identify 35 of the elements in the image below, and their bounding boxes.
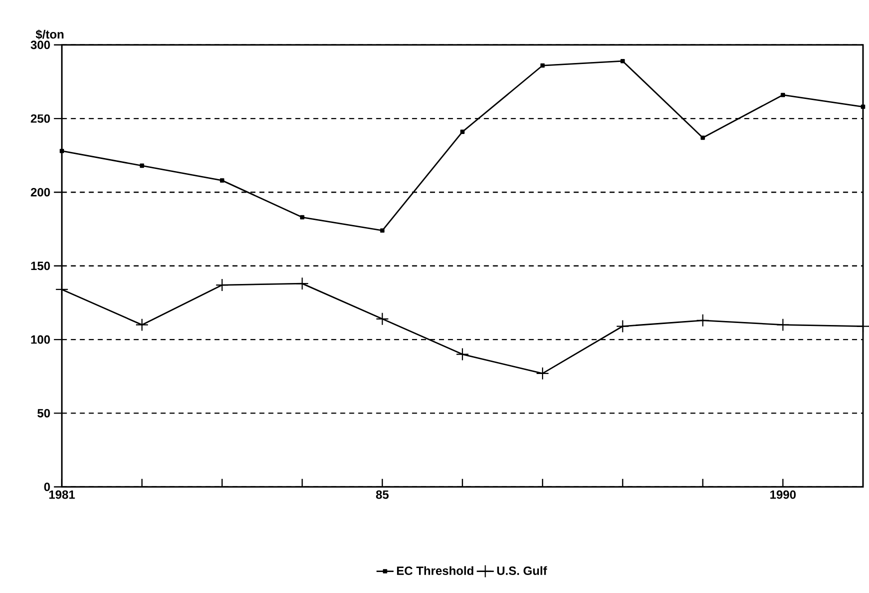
point — [860, 104, 866, 110]
point — [220, 178, 224, 183]
point — [380, 228, 384, 233]
point — [55, 283, 68, 296]
point — [536, 367, 550, 380]
point — [460, 130, 465, 134]
point — [376, 312, 389, 326]
y-tick-label: 50 — [37, 409, 50, 418]
point — [700, 136, 705, 140]
point — [135, 318, 149, 332]
point — [696, 314, 710, 328]
y-tick-label: 0 — [44, 482, 50, 492]
point — [216, 278, 229, 292]
y-tick-label: 150 — [31, 262, 50, 270]
point — [296, 277, 309, 290]
point — [616, 320, 630, 334]
x-tick-label: 1990 — [770, 490, 796, 500]
point — [140, 164, 144, 168]
legend-label: U.S. Gulf — [497, 566, 548, 576]
x-tick-label: 85 — [376, 490, 389, 500]
point — [540, 64, 545, 68]
y-tick-label: 200 — [30, 188, 50, 197]
point — [456, 348, 469, 361]
point — [300, 215, 304, 220]
x-tick-label: 1981 — [49, 490, 75, 500]
point — [856, 320, 869, 334]
point — [780, 93, 786, 98]
point — [60, 149, 64, 154]
y-axis-title: $/ton — [36, 30, 64, 40]
y-tick-label: 250 — [30, 114, 50, 123]
legend-label: EC Threshold — [397, 566, 474, 576]
point — [620, 59, 625, 64]
y-tick-label: 100 — [31, 336, 50, 344]
point — [776, 318, 790, 332]
y-tick-label: 300 — [30, 40, 50, 50]
